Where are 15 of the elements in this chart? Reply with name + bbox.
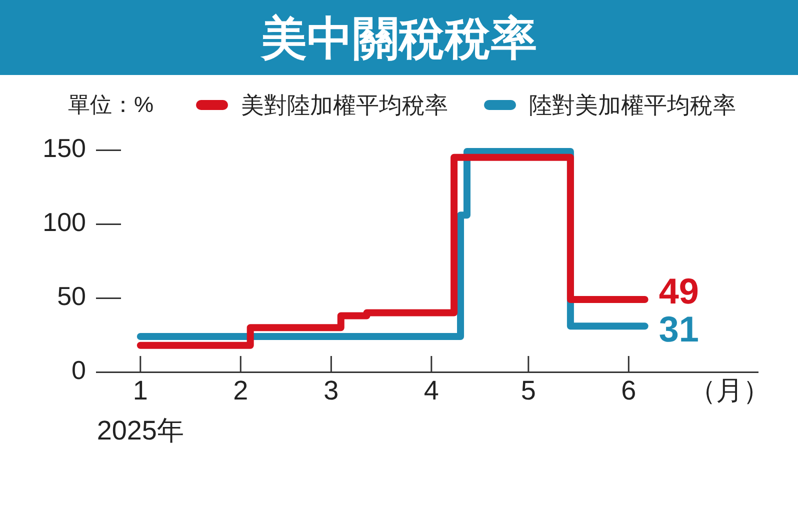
legend-label: 陸對美加權平均稅率 [529, 90, 736, 120]
y-tick-label: 50 [57, 281, 86, 312]
x-tick-label: 6 [621, 375, 636, 406]
y-tick-label: 150 [42, 133, 86, 164]
x-axis-title: （月） [689, 375, 770, 406]
legend-label: 美對陸加權平均稅率 [241, 90, 448, 120]
x-tick-label: 3 [324, 375, 339, 406]
x-tick-label: 1 2025年 [96, 375, 184, 446]
x-tick-label: 4 [424, 375, 439, 406]
y-tick-label: 0 [72, 355, 86, 386]
y-tick-label: 100 [42, 207, 86, 238]
y-axis-title: 單位：% [68, 91, 154, 119]
x-tick-label: 2 [233, 375, 248, 406]
chart-title: 美中關稅稅率 [261, 12, 537, 64]
x-tick-label: 5 [520, 375, 536, 406]
